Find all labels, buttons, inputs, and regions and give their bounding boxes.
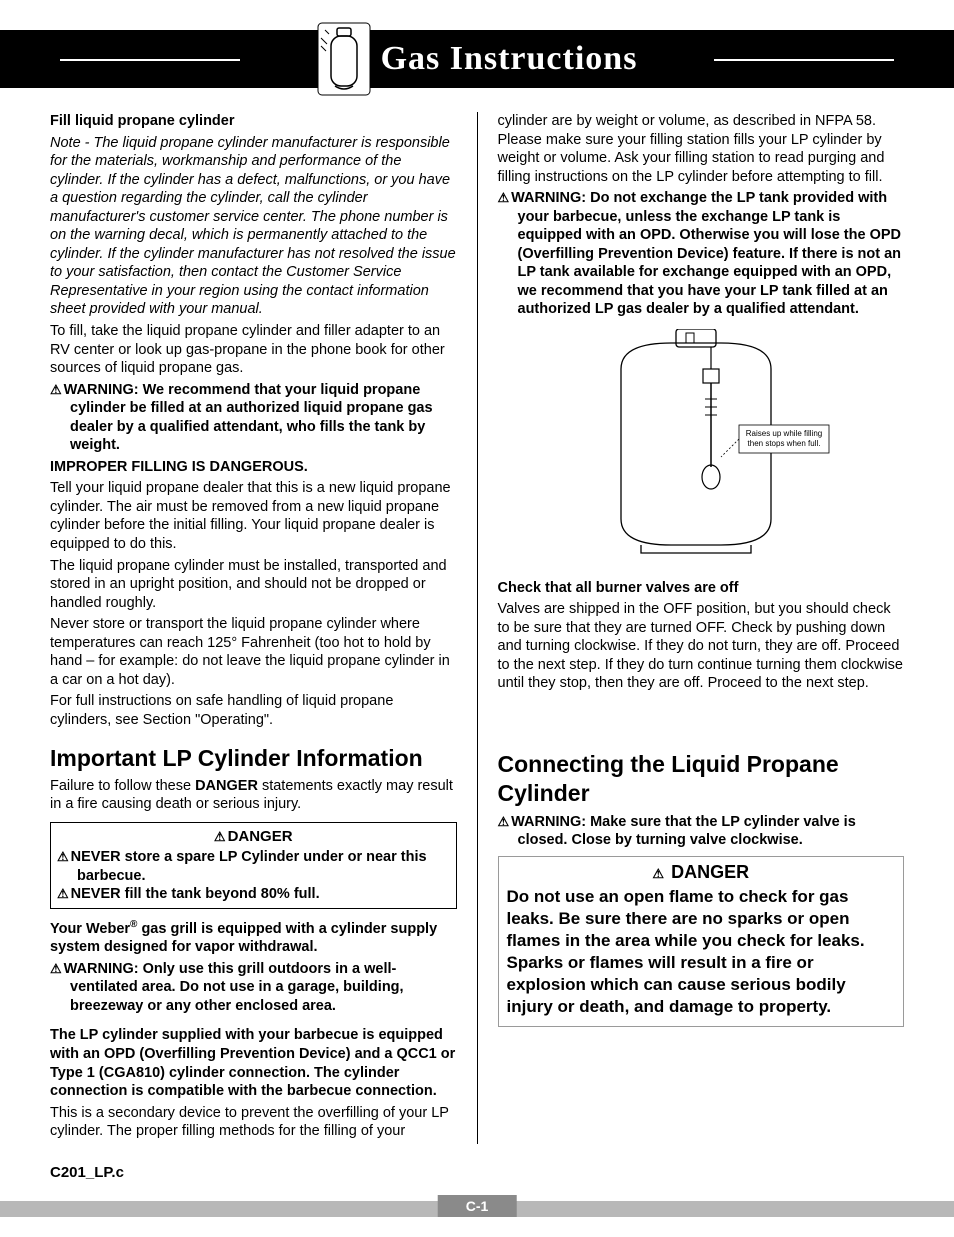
warning-icon: ⚠ (498, 190, 510, 205)
warning-icon: ⚠ (57, 886, 69, 901)
columns: Fill liquid propane cylinder Note - The … (50, 112, 904, 1144)
failure-danger: DANGER (195, 778, 258, 794)
weber-text: Your Weber® gas grill is equipped with a… (50, 919, 457, 957)
danger-body-large: Do not use an open flame to check for ga… (507, 886, 896, 1019)
warning-outdoors: ⚠WARNING: Only use this grill outdoors i… (50, 960, 457, 1016)
tank-diagram: Raises up while filling then stops when … (498, 329, 905, 565)
warn-exchange-text: WARNING: Do not exchange the LP tank pro… (511, 190, 901, 317)
secondary-text: This is a secondary device to prevent th… (50, 1104, 457, 1141)
heading-important: Important LP Cylinder Information (50, 744, 457, 773)
heading-check: Check that all burner valves are off (498, 579, 905, 598)
note-text: Note - The liquid propane cylinder manuf… (50, 134, 457, 319)
svg-text:Raises up while filling: Raises up while filling (746, 429, 822, 438)
column-left: Fill liquid propane cylinder Note - The … (50, 112, 478, 1144)
warning-icon: ⚠ (214, 829, 226, 844)
page-number: C-1 (438, 1195, 517, 1217)
danger-title-large: ⚠ DANGER (507, 861, 896, 884)
tofill-text: To fill, take the liquid propane cylinde… (50, 322, 457, 378)
header-rule-right (714, 59, 894, 61)
warn-outdoors-text: WARNING: Only use this grill outdoors in… (64, 961, 404, 1014)
installed-text: The liquid propane cylinder must be inst… (50, 557, 457, 613)
heading-fill: Fill liquid propane cylinder (50, 112, 457, 131)
heading-connect: Connecting the Liquid Propane Cylinder (498, 750, 905, 809)
page: Gas Instructions Fill liquid propane cyl… (0, 0, 954, 1237)
svg-text:then stops when full.: then stops when full. (747, 439, 820, 448)
danger-title-small: ⚠DANGER (57, 827, 450, 846)
warning-fill: ⚠WARNING: We recommend that your liquid … (50, 381, 457, 455)
danger-box-large: ⚠ DANGER Do not use an open flame to che… (498, 856, 905, 1028)
never1-text: NEVER store a spare LP Cylinder under or… (71, 849, 427, 884)
improper-heading: IMPROPER FILLING IS DANGEROUS. (50, 458, 457, 477)
tank-icon (317, 22, 371, 96)
warning-exchange: ⚠WARNING: Do not exchange the LP tank pr… (498, 189, 905, 319)
seeop-text: For full instructions on safe handling o… (50, 692, 457, 729)
warning-fill-text: WARNING: We recommend that your liquid p… (64, 382, 433, 454)
pager: C-1 (50, 1191, 904, 1217)
warning-icon: ⚠ (652, 866, 664, 881)
footer-code: C201_LP.c (50, 1164, 904, 1181)
weber-a: Your Weber (50, 921, 130, 937)
page-title: Gas Instructions (381, 40, 638, 78)
danger-box-small: ⚠DANGER ⚠NEVER store a spare LP Cylinder… (50, 822, 457, 909)
never-store: ⚠NEVER store a spare LP Cylinder under o… (57, 848, 450, 885)
warning-icon: ⚠ (50, 961, 62, 976)
store-text: Never store or transport the liquid prop… (50, 615, 457, 689)
header-rule-left (60, 59, 240, 61)
warning-closed: ⚠WARNING: Make sure that the LP cylinder… (498, 813, 905, 850)
opd-text: The LP cylinder supplied with your barbe… (50, 1026, 457, 1100)
warn-closed-text: WARNING: Make sure that the LP cylinder … (511, 814, 856, 849)
warning-icon: ⚠ (498, 814, 510, 829)
dealer-text: Tell your liquid propane dealer that thi… (50, 479, 457, 553)
never2-text: NEVER fill the tank beyond 80% full. (71, 886, 320, 902)
warning-icon: ⚠ (50, 382, 62, 397)
danger-title-text: DANGER (228, 828, 293, 845)
warning-icon: ⚠ (57, 849, 69, 864)
never-fill: ⚠NEVER fill the tank beyond 80% full. (57, 885, 450, 904)
check-body: Valves are shipped in the OFF position, … (498, 600, 905, 693)
failure-text: Failure to follow these DANGER statement… (50, 777, 457, 814)
header-band: Gas Instructions (0, 30, 954, 88)
continued-text: cylinder are by weight or volume, as des… (498, 112, 905, 186)
column-right: cylinder are by weight or volume, as des… (478, 112, 905, 1144)
danger-title-large-text: DANGER (671, 862, 749, 882)
failure-a: Failure to follow these (50, 778, 195, 794)
